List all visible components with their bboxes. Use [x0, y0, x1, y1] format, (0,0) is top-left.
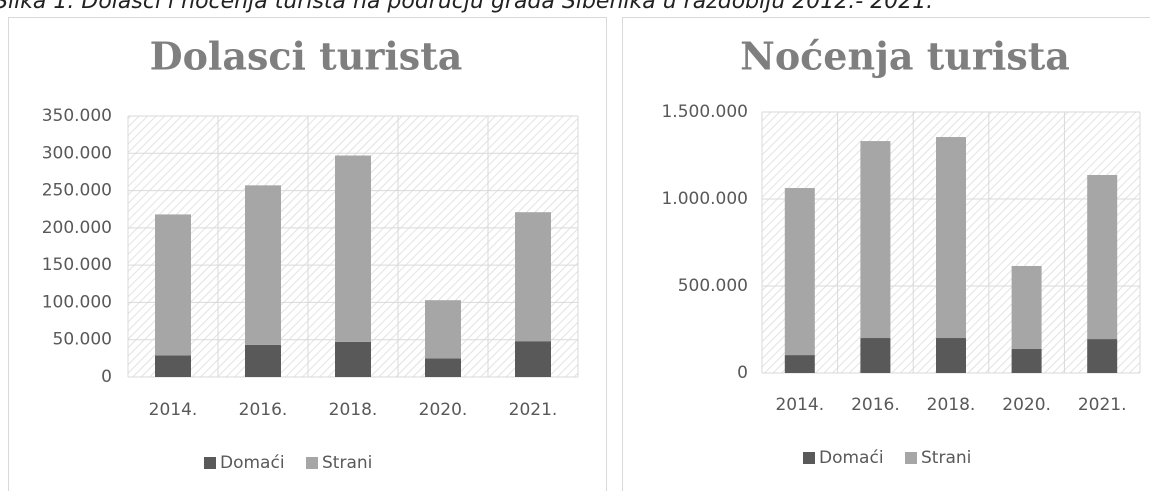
- y-tick-label: 0: [737, 363, 748, 383]
- legend-swatch: [905, 452, 917, 464]
- bar-segment: [335, 155, 371, 342]
- chart-title: Noćenja turista: [740, 34, 1070, 79]
- legend-label: Strani: [921, 448, 971, 468]
- y-tick-label: 0: [101, 367, 112, 387]
- y-tick-label: 300.000: [42, 143, 112, 163]
- x-tick-label: 2021.: [1078, 395, 1127, 415]
- legend-label: Domaći: [819, 448, 884, 468]
- bar-segment: [245, 185, 281, 345]
- legend-label: Strani: [322, 453, 372, 473]
- legend-label: Domaći: [220, 453, 285, 473]
- x-tick-label: 2016.: [851, 395, 900, 415]
- x-tick-label: 2020.: [1002, 395, 1051, 415]
- chart-title: Dolasci turista: [150, 34, 463, 79]
- x-tick-label: 2021.: [509, 400, 558, 420]
- legend-swatch: [306, 457, 318, 469]
- legend-swatch: [204, 457, 216, 469]
- bar-segment: [860, 338, 891, 373]
- legend-swatch: [803, 452, 815, 464]
- y-tick-label: 500.000: [678, 276, 748, 296]
- bar-segment: [784, 188, 815, 356]
- x-tick-label: 2016.: [239, 400, 288, 420]
- x-tick-label: 2014.: [775, 395, 824, 415]
- y-tick-label: 100.000: [42, 292, 112, 312]
- bar-segment: [425, 358, 461, 377]
- y-tick-label: 1.000.000: [661, 189, 748, 209]
- bar-segment: [245, 344, 281, 377]
- x-tick-label: 2020.: [419, 400, 468, 420]
- bar-segment: [784, 355, 815, 373]
- bar-segment: [1011, 348, 1042, 373]
- y-tick-label: 350.000: [42, 106, 112, 126]
- bar-segment: [1087, 339, 1118, 373]
- x-tick-label: 2018.: [329, 400, 378, 420]
- bar-segment: [515, 212, 551, 342]
- y-tick-label: 150.000: [42, 255, 112, 275]
- bar-segment: [860, 141, 891, 339]
- bar-segment: [936, 338, 966, 373]
- y-tick-label: 200.000: [42, 218, 112, 238]
- caption: Slika 1. Dolasci i noćenja turista na po…: [0, 0, 933, 14]
- bar-segment: [335, 341, 371, 377]
- bar-segment: [515, 341, 551, 377]
- bar-segment: [1087, 174, 1118, 340]
- bar-segment: [936, 137, 966, 339]
- bar-segment: [155, 355, 191, 377]
- x-tick-label: 2014.: [149, 400, 198, 420]
- y-tick-label: 1.500.000: [661, 102, 748, 122]
- bar-segment: [155, 214, 191, 356]
- x-tick-label: 2018.: [927, 395, 976, 415]
- bar-segment: [425, 300, 461, 359]
- bar-segment: [1011, 265, 1042, 349]
- y-tick-label: 250.000: [42, 181, 112, 201]
- y-tick-label: 50.000: [53, 330, 112, 350]
